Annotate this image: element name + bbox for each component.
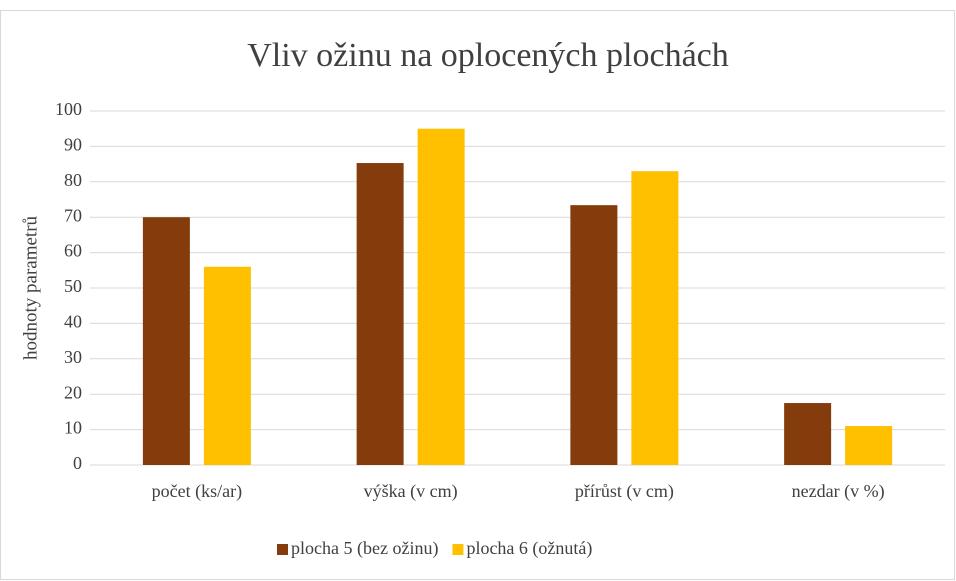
- x-tick-label: přírůst (v cm): [575, 481, 674, 502]
- y-tick-label: 0: [73, 453, 82, 473]
- bar: [142, 217, 190, 465]
- bar: [356, 163, 404, 465]
- bar: [203, 266, 251, 465]
- legend-swatch: [452, 544, 464, 555]
- legend-swatch: [277, 544, 288, 555]
- bar: [417, 128, 465, 465]
- y-tick-label: 20: [64, 382, 82, 402]
- x-tick-label: výška (v cm): [364, 481, 458, 502]
- y-axis-label: hodnoty parametrů: [20, 215, 41, 360]
- y-tick-label: 30: [64, 347, 82, 367]
- bar: [570, 205, 618, 465]
- chart-title: Vliv ožinu na oplocených plochách: [247, 37, 729, 74]
- bar: [845, 426, 893, 465]
- legend-label: plocha 6 (ožnutá): [466, 538, 592, 559]
- y-tick-label: 50: [64, 276, 82, 296]
- y-tick-label: 60: [64, 241, 82, 261]
- y-tick-label: 40: [64, 312, 82, 332]
- legend-label: plocha 5 (bez ožinu): [291, 538, 438, 559]
- bar: [631, 171, 679, 465]
- y-tick-label: 10: [64, 418, 82, 438]
- x-tick-label: počet (ks/ar): [152, 481, 242, 502]
- y-tick-label: 90: [64, 135, 82, 155]
- y-tick-label: 80: [64, 170, 82, 190]
- y-tick-label: 100: [55, 99, 82, 119]
- bar: [784, 403, 832, 465]
- x-tick-label: nezdar (v %): [792, 481, 885, 502]
- y-tick-label: 70: [64, 205, 82, 225]
